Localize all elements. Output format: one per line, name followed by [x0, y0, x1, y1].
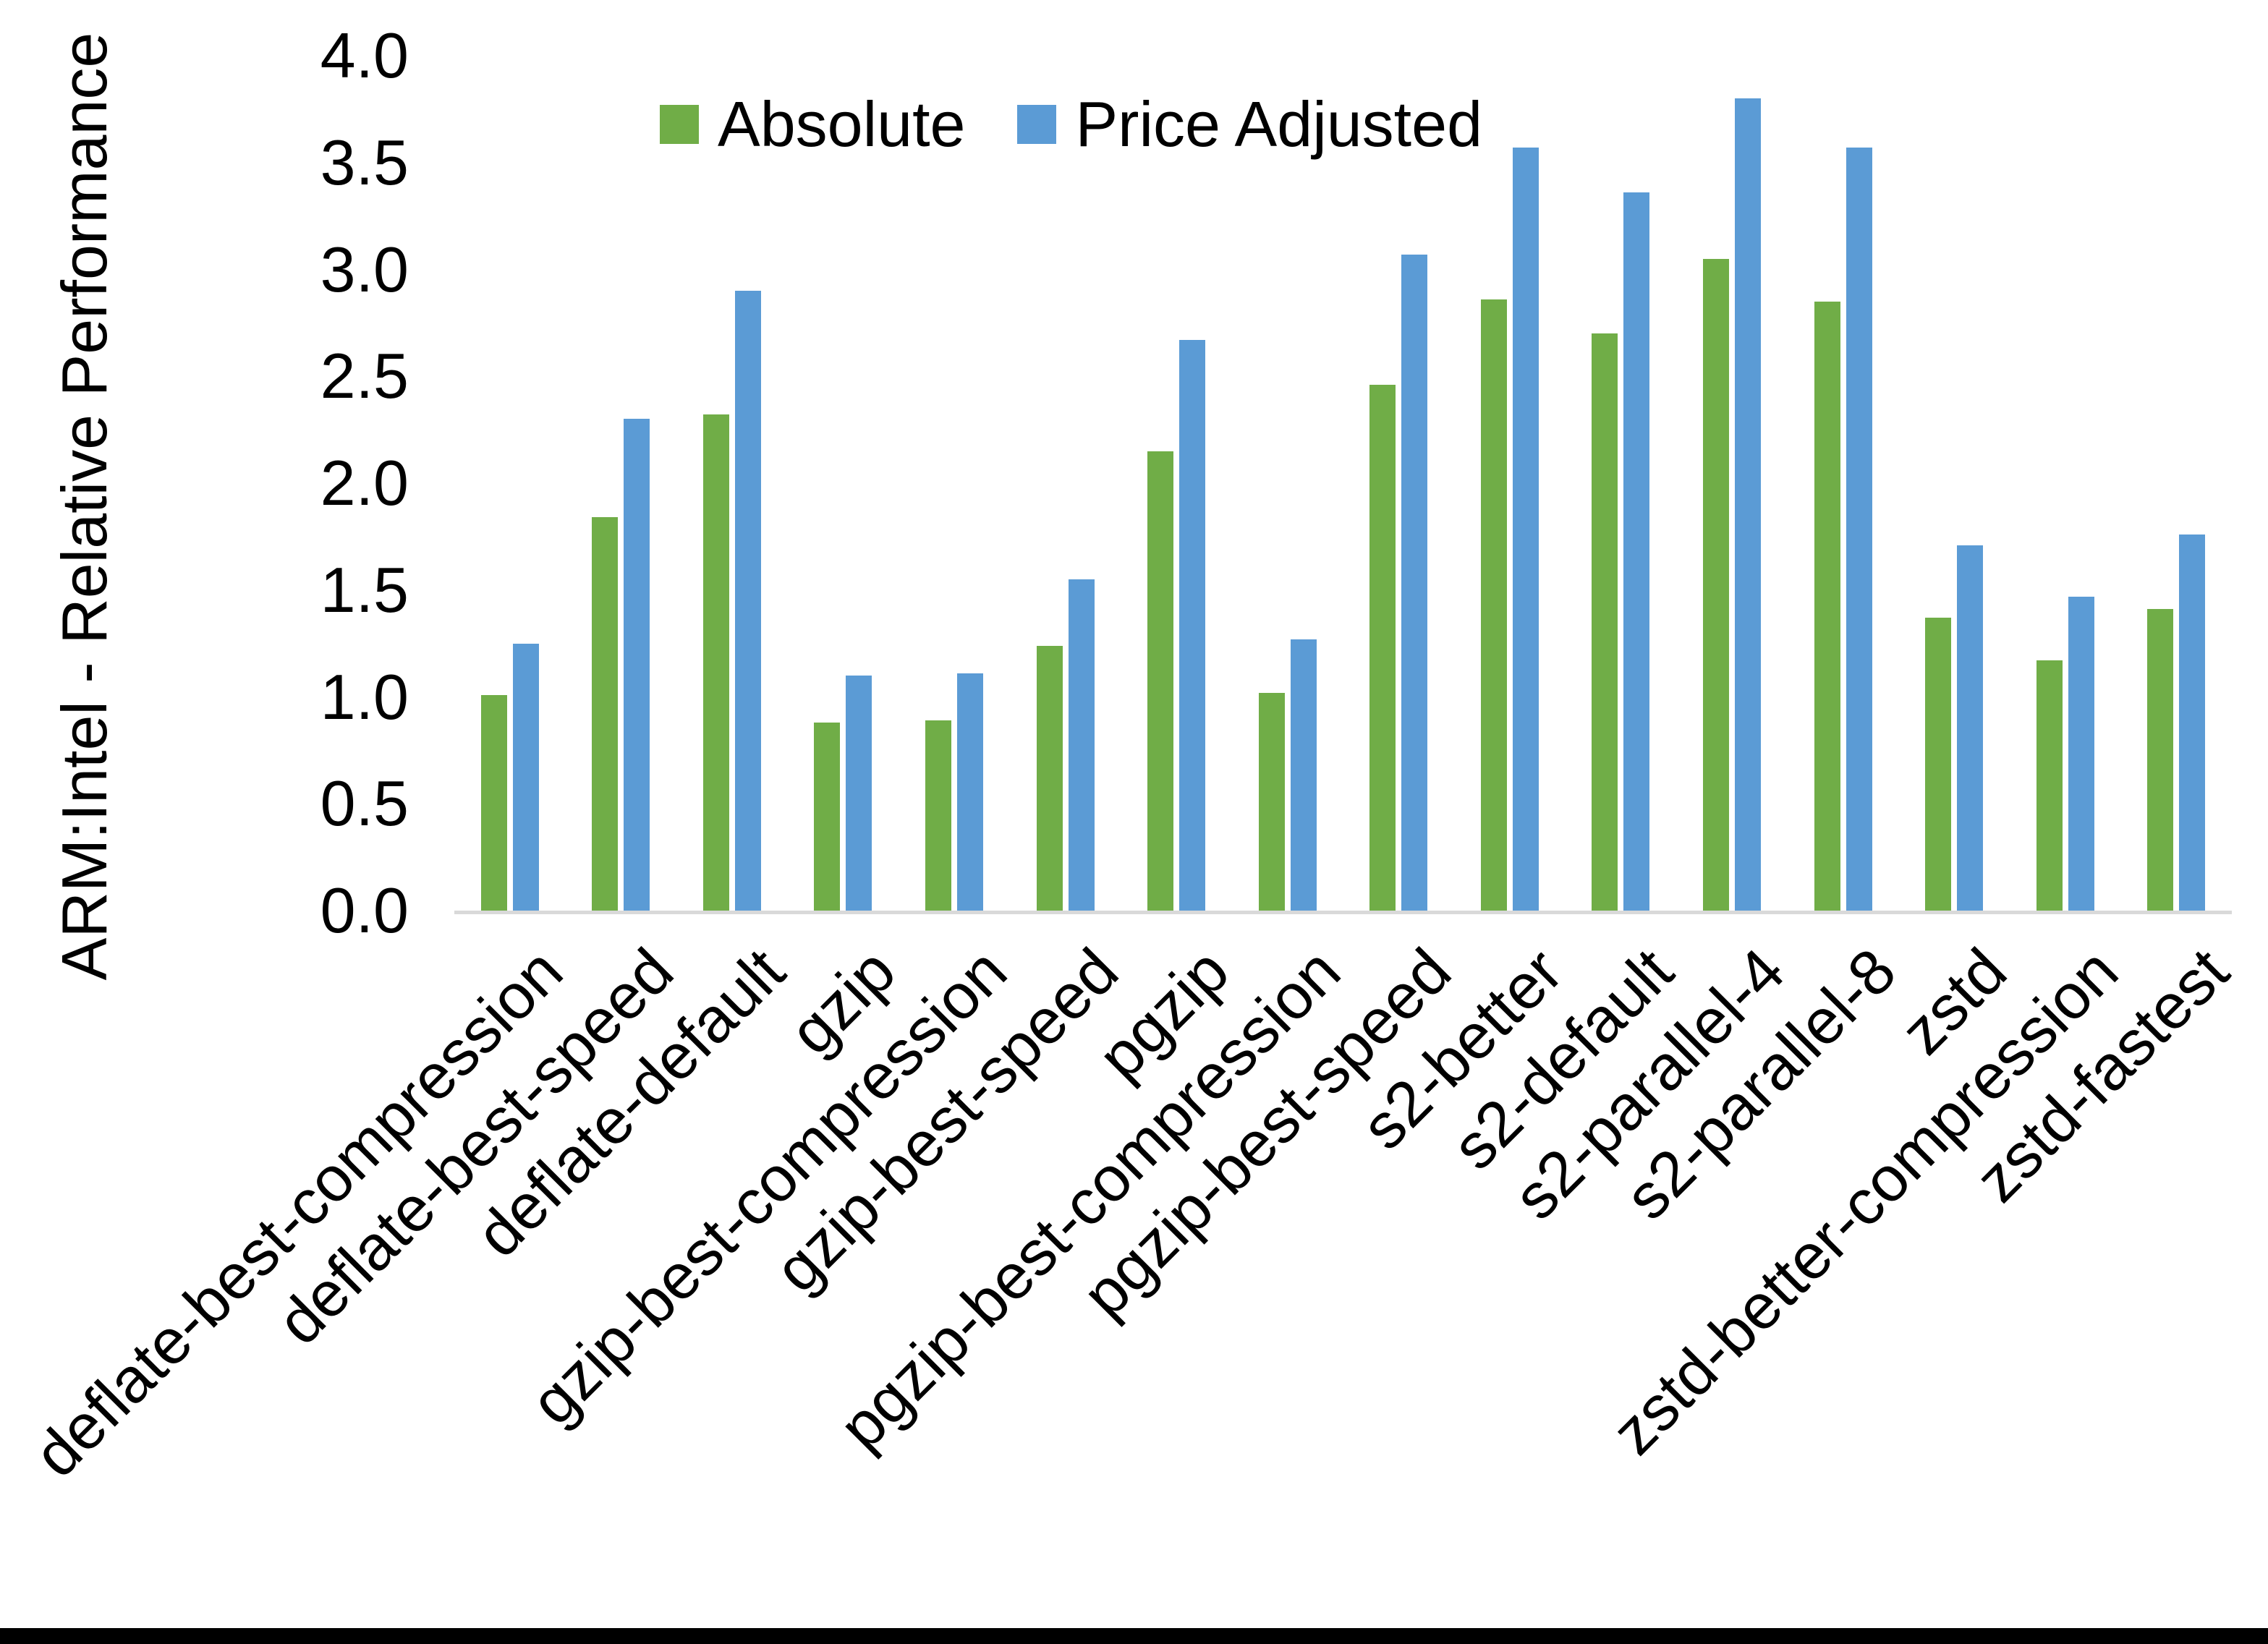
bar-absolute-s2-parallel-4: [1702, 258, 1729, 911]
bar-price-adjusted-s2-better: [1512, 148, 1539, 911]
bar-absolute-deflate-default: [702, 414, 729, 911]
bar-price-adjusted-pgzip-best-speed: [1401, 254, 1428, 911]
bar-price-adjusted-gzip-best-speed: [1068, 579, 1095, 911]
bar-absolute-pgzip-best-speed: [1369, 385, 1396, 911]
legend-swatch-price-adjusted: [1017, 105, 1057, 144]
y-tick-label: 0.5: [320, 767, 409, 840]
bar-absolute-deflate-best-compression: [480, 694, 507, 911]
bar-absolute-s2-better: [1480, 299, 1507, 911]
slide-bottom-border: [0, 1628, 2268, 1644]
y-tick-label: 4.0: [320, 20, 409, 91]
bar-absolute-s2-parallel-8: [1814, 301, 1840, 911]
bar-price-adjusted-pgzip: [1179, 340, 1206, 911]
bar-absolute-pgzip: [1147, 451, 1174, 911]
bar-absolute-deflate-best-speed: [592, 517, 619, 911]
bar-absolute-gzip-best-compression: [925, 720, 952, 911]
bar-absolute-zstd-fastest: [2147, 609, 2174, 911]
bar-price-adjusted-s2-parallel-4: [1734, 98, 1761, 911]
legend-label-absolute: Absolute: [718, 88, 966, 160]
y-tick-label: 3.5: [320, 126, 409, 198]
bar-price-adjusted-deflate-default: [734, 291, 761, 911]
bar-price-adjusted-pgzip-best-compression: [1290, 639, 1317, 911]
bar-absolute-gzip: [814, 722, 841, 911]
bar-absolute-pgzip-best-compression: [1258, 692, 1285, 911]
bar-price-adjusted-s2-default: [1623, 192, 1650, 911]
y-tick-label: 2.5: [320, 340, 409, 412]
legend-label-price-adjusted: Price Adjusted: [1075, 88, 1483, 160]
bar-price-adjusted-deflate-best-compression: [512, 643, 539, 911]
bar-price-adjusted-deflate-best-speed: [624, 419, 650, 911]
y-tick-label: 1.0: [320, 660, 409, 733]
bar-price-adjusted-zstd: [1957, 545, 1984, 911]
y-tick-label: 2.0: [320, 447, 409, 519]
legend-item-price-adjusted: Price Adjusted: [1017, 93, 1482, 156]
legend: Absolute Price Adjusted: [660, 93, 1482, 156]
bar-price-adjusted-gzip: [846, 675, 872, 911]
bar-price-adjusted-zstd-better-compression: [2068, 596, 2094, 911]
y-axis-title: ARM:Intel - Relative Performance: [48, 32, 120, 981]
legend-item-absolute: Absolute: [660, 93, 965, 156]
bar-absolute-zstd: [1925, 618, 1952, 911]
y-tick-label: 3.0: [320, 233, 409, 305]
bar-price-adjusted-zstd-fastest: [2179, 534, 2206, 911]
x-axis-line: [454, 911, 2232, 914]
bar-price-adjusted-s2-parallel-8: [1846, 148, 1872, 911]
bar-absolute-s2-default: [1592, 333, 1618, 911]
bar-price-adjusted-gzip-best-compression: [957, 673, 984, 911]
y-tick-label: 0.0: [320, 874, 409, 946]
bar-absolute-zstd-better-compression: [2036, 660, 2063, 911]
bar-absolute-gzip-best-speed: [1036, 645, 1063, 911]
y-tick-label: 1.5: [320, 553, 409, 626]
legend-swatch-absolute: [660, 105, 699, 144]
